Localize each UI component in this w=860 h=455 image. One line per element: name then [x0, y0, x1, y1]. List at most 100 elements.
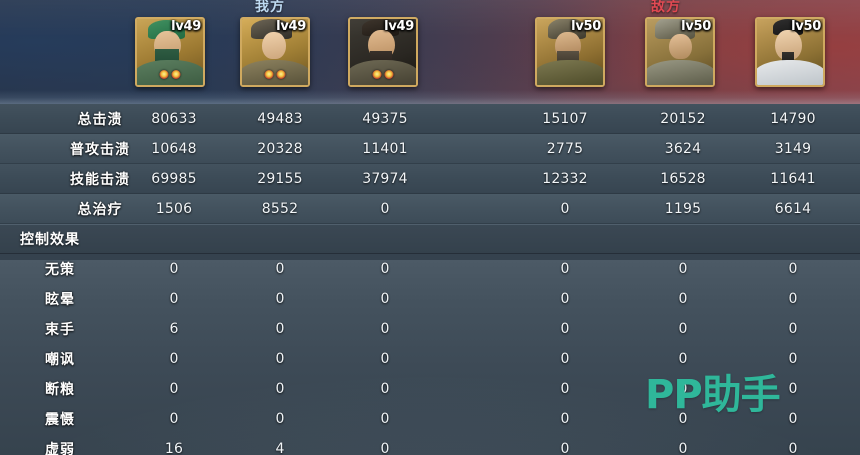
row-label: 虚弱	[45, 442, 75, 455]
control-effects-section-header: 控制效果	[0, 224, 860, 254]
portrait-art	[647, 19, 713, 85]
star-icon	[372, 70, 382, 79]
row-label: 嘲讽	[45, 352, 75, 368]
unit-level-label: lv49	[171, 19, 201, 34]
battle-stats-table: 总击溃 80633 49483 49375 15107 20152 14790 …	[0, 104, 860, 455]
table-row: 震慑 0 0 0 0 0 0	[0, 404, 860, 434]
table-row: 嘲讽 0 0 0 0 0 0	[0, 344, 860, 374]
row-value: 0	[678, 441, 688, 455]
row-value: 0	[380, 261, 390, 277]
row-value: 0	[788, 261, 798, 277]
row-value: 0	[275, 321, 285, 337]
row-label: 无策	[45, 262, 75, 278]
row-value: 0	[275, 381, 285, 397]
enemy-unit-avatar-1[interactable]: lv50	[535, 17, 605, 87]
row-value: 1506	[155, 200, 193, 217]
row-value: 0	[380, 200, 390, 217]
row-value: 0	[560, 261, 570, 277]
row-value: 0	[788, 291, 798, 307]
table-row: 无策 0 0 0 0 0 0	[0, 254, 860, 284]
star-icon	[276, 70, 286, 79]
row-label: 总击溃	[77, 111, 123, 128]
enemy-unit-avatar-3[interactable]: lv50	[755, 17, 825, 87]
row-value: 6614	[774, 200, 812, 217]
table-row: 技能击溃 69985 29155 37974 12332 16528 11641	[0, 164, 860, 194]
table-row: 总击溃 80633 49483 49375 15107 20152 14790	[0, 104, 860, 134]
row-label: 技能击溃	[70, 171, 130, 188]
portrait-art	[537, 19, 603, 85]
unit-level-label: lv50	[791, 19, 821, 34]
row-value: 0	[788, 441, 798, 455]
enemy-unit-avatar-2[interactable]: lv50	[645, 17, 715, 87]
row-label: 眩晕	[45, 292, 75, 308]
row-label: 震慑	[45, 412, 75, 428]
table-row: 断粮 0 0 0 0 0 0	[0, 374, 860, 404]
unit-star-rating	[264, 70, 286, 79]
row-value: 0	[560, 381, 570, 397]
portrait-art	[137, 19, 203, 85]
row-value: 0	[788, 321, 798, 337]
row-value: 0	[788, 351, 798, 367]
row-value: 0	[275, 291, 285, 307]
row-value: 11401	[362, 140, 408, 157]
row-value: 20328	[257, 140, 303, 157]
star-icon	[171, 70, 181, 79]
unit-level-label: lv49	[276, 19, 306, 34]
table-row: 普攻击溃 10648 20328 11401 2775 3624 3149	[0, 134, 860, 164]
row-value: 0	[560, 411, 570, 427]
row-value: 10648	[151, 140, 197, 157]
row-value: 8552	[261, 200, 299, 217]
row-value: 0	[788, 411, 798, 427]
table-row: 眩晕 0 0 0 0 0 0	[0, 284, 860, 314]
ally-unit-avatar-3[interactable]: lv49	[348, 17, 418, 87]
row-value: 0	[380, 321, 390, 337]
row-label: 断粮	[45, 382, 75, 398]
star-icon	[159, 70, 169, 79]
row-value: 3624	[664, 140, 702, 157]
portrait-art	[350, 19, 416, 85]
row-value: 0	[169, 291, 179, 307]
row-value: 1195	[664, 200, 702, 217]
row-value: 0	[380, 411, 390, 427]
row-value: 0	[678, 411, 688, 427]
unit-star-rating	[159, 70, 181, 79]
row-value: 37974	[362, 170, 408, 187]
control-effects-backdrop	[0, 260, 860, 455]
unit-level-label: lv50	[571, 19, 601, 34]
row-value: 3149	[774, 140, 812, 157]
row-value: 0	[560, 200, 570, 217]
row-value: 49483	[257, 110, 303, 127]
row-value: 4	[275, 441, 285, 455]
row-value: 0	[275, 261, 285, 277]
unit-star-rating	[372, 70, 394, 79]
portrait-art	[242, 19, 308, 85]
row-value: 0	[560, 291, 570, 307]
row-value: 0	[788, 381, 798, 397]
row-value: 29155	[257, 170, 303, 187]
row-label: 普攻击溃	[70, 141, 130, 158]
row-value: 49375	[362, 110, 408, 127]
row-value: 20152	[660, 110, 706, 127]
row-value: 0	[169, 261, 179, 277]
row-value: 80633	[151, 110, 197, 127]
ally-unit-avatar-2[interactable]: lv49	[240, 17, 310, 87]
row-value: 0	[678, 351, 688, 367]
table-row: 虚弱 16 4 0 0 0 0	[0, 434, 860, 455]
row-value: 0	[275, 411, 285, 427]
row-value: 0	[678, 291, 688, 307]
row-value: 69985	[151, 170, 197, 187]
unit-level-label: lv50	[681, 19, 711, 34]
row-value: 0	[169, 381, 179, 397]
row-value: 0	[380, 381, 390, 397]
row-value: 0	[678, 381, 688, 397]
section-title: 控制效果	[20, 231, 80, 248]
unit-level-label: lv49	[384, 19, 414, 34]
pp-assistant-watermark: PP助手	[645, 372, 781, 418]
star-icon	[384, 70, 394, 79]
row-value: 15107	[542, 110, 588, 127]
team-banner: 我方 敌方 lv49 lv49	[0, 0, 860, 104]
row-label: 总治疗	[77, 201, 123, 218]
ally-unit-avatar-1[interactable]: lv49	[135, 17, 205, 87]
table-row: 束手 6 0 0 0 0 0	[0, 314, 860, 344]
